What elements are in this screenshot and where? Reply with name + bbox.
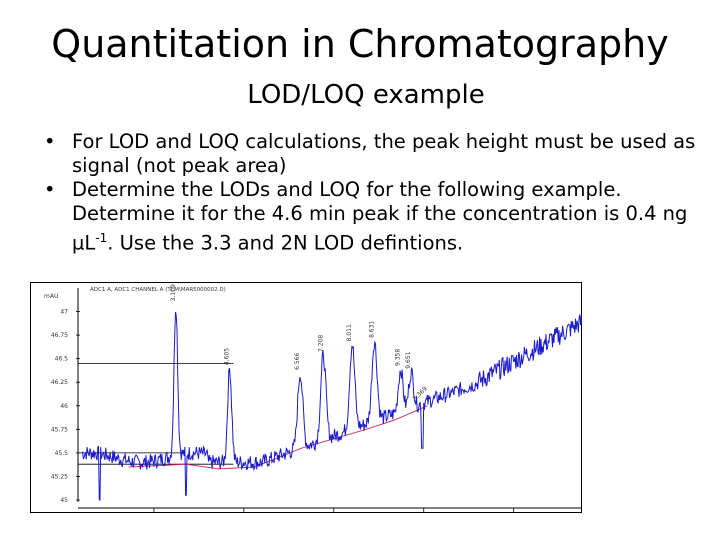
bullet-dot-icon: • [44, 130, 56, 153]
y-axis-label: mAU [44, 293, 58, 300]
bullet-item: • Determine the LODs and LOQ for the fol… [44, 178, 704, 256]
peak-label: 3.109 [170, 284, 177, 301]
bullet-text: For LOD and LOQ calculations, the peak h… [72, 130, 696, 177]
y-tick-label: 46.5 [55, 356, 69, 363]
chart-axes [77, 288, 582, 509]
chart-frame [30, 282, 582, 513]
y-tick-label: 45.5 [55, 450, 69, 457]
bullet-dot-icon: • [44, 178, 56, 201]
signal-series [81, 311, 582, 501]
y-tick-label: 46.25 [51, 379, 68, 386]
peak-label: 8.011 [346, 324, 353, 341]
slide-title: Quantitation in Chromatography [51, 22, 669, 66]
bullet-text: Determine the LODs and LOQ for the follo… [72, 178, 688, 255]
peak-label: 6.566 [294, 353, 301, 370]
y-tick-label: 47 [60, 309, 68, 316]
bullet-item: • For LOD and LOQ calculations, the peak… [44, 130, 704, 178]
chart-ticks: 4746.7546.546.254645.7545.545.25452.557.… [51, 309, 515, 512]
peak-label: 9.651 [405, 351, 412, 368]
y-tick-label: 45.75 [51, 426, 68, 433]
peak-label: 4.605 [224, 348, 231, 365]
slide-subtitle: LOD/LOQ example [247, 80, 485, 110]
chromatogram-chart: 4746.7546.546.254645.7545.545.25452.557.… [30, 282, 582, 513]
peak-label: 9.358 [395, 349, 402, 366]
bullet-text-tail: . Use the 3.3 and 2N LOD defintions. [107, 231, 464, 255]
bullet-list: • For LOD and LOQ calculations, the peak… [44, 130, 704, 256]
y-tick-label: 46.75 [51, 332, 68, 339]
peak-label: 7.208 [317, 335, 324, 352]
bullet-superscript: -1 [95, 231, 108, 245]
y-tick-label: 45 [60, 497, 68, 504]
y-tick-label: 46 [60, 403, 68, 410]
baseline-line [128, 405, 428, 470]
chart-title: ADC1 A, ADC1 CHANNEL A (TCM\MAR5000002.D… [90, 287, 226, 293]
peak-label: 8.631 [368, 321, 375, 338]
y-tick-label: 45.25 [51, 473, 68, 480]
